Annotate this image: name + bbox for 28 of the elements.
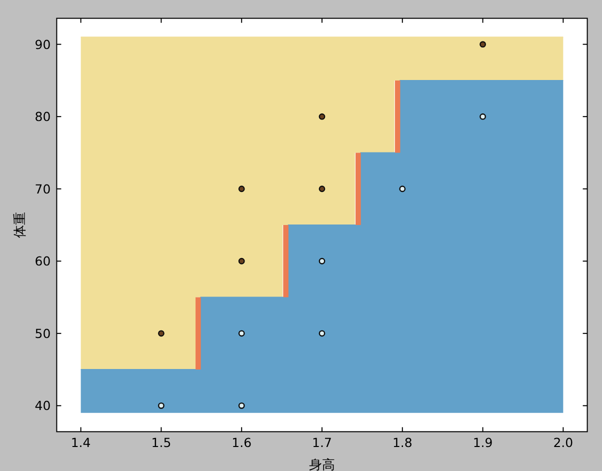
x-tick-label: 1.7 (312, 435, 332, 450)
y-tick-label: 50 (34, 326, 51, 341)
y-tick-label: 90 (34, 36, 51, 52)
y-tick-label: 60 (34, 254, 51, 269)
point (318, 113, 326, 120)
x-tick-label: 2.0 (553, 435, 574, 450)
x-tick-label: 1.9 (472, 435, 493, 450)
point (399, 186, 406, 192)
point (318, 186, 326, 192)
point (480, 41, 486, 48)
x-tick-label: 1.4 (70, 435, 91, 450)
x-tick-label: 1.5 (151, 435, 172, 450)
y-tick-label: 80 (34, 109, 51, 124)
x-tick-label: 1.8 (392, 435, 412, 450)
y-tick-label: 70 (34, 181, 51, 196)
point (480, 113, 486, 120)
point (238, 258, 245, 264)
point (158, 402, 164, 409)
point (318, 258, 326, 264)
point (318, 330, 326, 337)
y-tick-label: 40 (34, 398, 51, 414)
point (238, 330, 245, 337)
x-tick-label: 1.6 (232, 435, 252, 450)
y-axis-title: 体重 (13, 212, 28, 238)
point (238, 186, 245, 192)
point (158, 330, 164, 337)
point (238, 402, 245, 409)
x-axis-title: 身高 (309, 457, 335, 471)
